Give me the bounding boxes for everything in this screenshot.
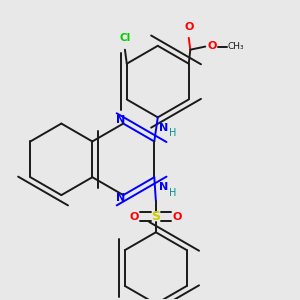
Text: N: N [116, 193, 125, 203]
Text: N: N [159, 123, 168, 133]
Text: Cl: Cl [119, 33, 130, 43]
Text: CH₃: CH₃ [227, 42, 244, 51]
Text: S: S [151, 210, 160, 223]
Text: N: N [116, 116, 125, 125]
Text: O: O [207, 41, 217, 51]
Text: N: N [159, 182, 168, 192]
Text: H: H [169, 128, 177, 138]
Text: O: O [173, 212, 182, 222]
Text: H: H [169, 188, 177, 198]
Text: O: O [129, 212, 139, 222]
Text: O: O [184, 22, 194, 32]
